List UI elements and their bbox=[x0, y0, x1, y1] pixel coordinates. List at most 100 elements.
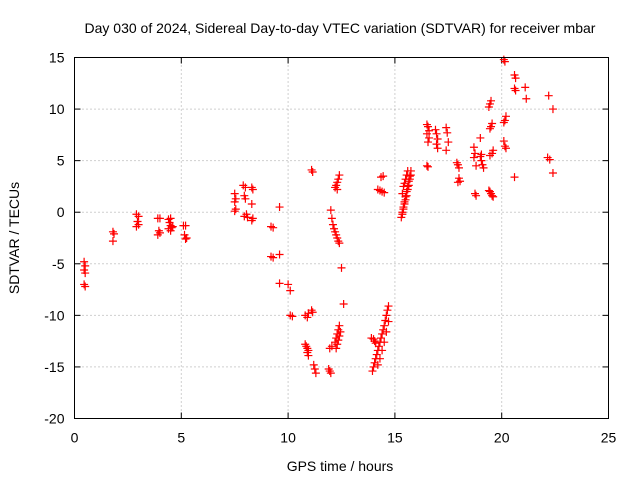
data-point bbox=[485, 187, 494, 196]
data-point bbox=[431, 125, 440, 134]
data-point bbox=[303, 313, 312, 322]
data-point bbox=[307, 165, 316, 174]
data-point bbox=[304, 351, 313, 360]
data-point bbox=[166, 226, 175, 235]
x-axis-tick-labels: 0 5 10 15 20 25 bbox=[71, 430, 617, 446]
data-point bbox=[81, 261, 90, 270]
x-tick-label: 20 bbox=[494, 430, 510, 446]
data-point bbox=[510, 84, 519, 93]
data-point bbox=[334, 237, 343, 246]
data-point bbox=[548, 169, 557, 178]
chart-title: Day 030 of 2024, Sidereal Day-to-day VTE… bbox=[85, 20, 596, 36]
data-point bbox=[402, 191, 411, 200]
data-point bbox=[383, 306, 392, 315]
data-point bbox=[326, 206, 335, 215]
data-point bbox=[398, 189, 407, 198]
data-point bbox=[374, 342, 383, 351]
data-point bbox=[485, 124, 494, 133]
data-point bbox=[511, 74, 520, 83]
data-point bbox=[327, 342, 336, 351]
data-point bbox=[155, 214, 164, 223]
x-tick-label: 0 bbox=[71, 430, 79, 446]
data-point bbox=[380, 188, 389, 197]
data-point bbox=[476, 133, 485, 142]
data-point bbox=[108, 227, 117, 236]
data-point bbox=[472, 191, 481, 200]
data-point bbox=[325, 367, 334, 376]
data-point bbox=[442, 123, 451, 132]
data-point bbox=[230, 207, 239, 216]
data-point bbox=[335, 331, 344, 340]
data-point bbox=[471, 149, 479, 158]
y-tick-label: -5 bbox=[52, 256, 65, 272]
data-point bbox=[400, 199, 409, 208]
data-point bbox=[168, 222, 177, 231]
x-tick-label: 10 bbox=[280, 430, 296, 446]
data-point bbox=[499, 55, 508, 64]
data-point bbox=[479, 163, 488, 172]
data-point bbox=[302, 342, 311, 351]
data-point bbox=[370, 337, 379, 346]
data-point bbox=[424, 138, 433, 147]
data-point bbox=[110, 229, 119, 238]
data-point bbox=[454, 163, 463, 172]
data-point bbox=[488, 119, 497, 128]
data-point bbox=[288, 312, 297, 321]
data-point bbox=[404, 181, 413, 190]
data-point bbox=[336, 327, 345, 336]
data-point bbox=[154, 226, 163, 235]
data-point bbox=[500, 142, 509, 151]
y-tick-label: 10 bbox=[49, 101, 65, 117]
data-point bbox=[375, 354, 384, 363]
data-point bbox=[267, 252, 276, 261]
data-point bbox=[134, 212, 143, 221]
data-point bbox=[379, 172, 388, 181]
data-point bbox=[545, 155, 554, 164]
data-point bbox=[452, 158, 461, 167]
data-point bbox=[309, 360, 318, 369]
x-tick-label: 25 bbox=[601, 430, 617, 446]
data-point bbox=[382, 311, 391, 320]
data-point bbox=[499, 137, 508, 146]
data-point bbox=[81, 269, 90, 278]
data-point bbox=[155, 228, 164, 237]
data-point bbox=[500, 116, 509, 125]
data-point bbox=[424, 122, 433, 131]
data-point bbox=[335, 239, 344, 248]
data-point bbox=[510, 173, 519, 182]
data-point bbox=[334, 336, 343, 345]
data-point bbox=[182, 234, 191, 242]
data-point bbox=[380, 321, 389, 330]
data-point bbox=[337, 263, 346, 272]
x-tick-label: 15 bbox=[387, 430, 403, 446]
data-point bbox=[275, 203, 284, 212]
y-tick-label: 0 bbox=[57, 204, 65, 220]
plot-frame bbox=[74, 57, 609, 419]
data-point bbox=[331, 183, 340, 192]
data-point bbox=[403, 166, 412, 175]
data-point bbox=[432, 129, 441, 138]
data-point bbox=[521, 83, 530, 92]
data-point bbox=[444, 138, 453, 147]
data-point bbox=[511, 86, 520, 95]
data-point bbox=[501, 144, 510, 153]
data-points bbox=[80, 55, 557, 378]
x-tick-label: 5 bbox=[177, 430, 185, 446]
data-point bbox=[522, 94, 531, 103]
data-point bbox=[377, 173, 386, 182]
data-point bbox=[472, 161, 481, 170]
data-point bbox=[311, 369, 320, 378]
data-point bbox=[432, 140, 441, 149]
data-point bbox=[284, 280, 293, 289]
data-point bbox=[369, 335, 378, 344]
data-point bbox=[275, 250, 284, 259]
data-point bbox=[501, 112, 510, 121]
data-point bbox=[384, 317, 393, 326]
data-point bbox=[476, 152, 485, 161]
data-point bbox=[326, 369, 335, 378]
data-point bbox=[477, 150, 486, 159]
y-tick-label: -10 bbox=[44, 307, 64, 323]
data-point bbox=[153, 230, 162, 239]
data-point bbox=[378, 329, 387, 338]
data-point bbox=[433, 144, 442, 153]
